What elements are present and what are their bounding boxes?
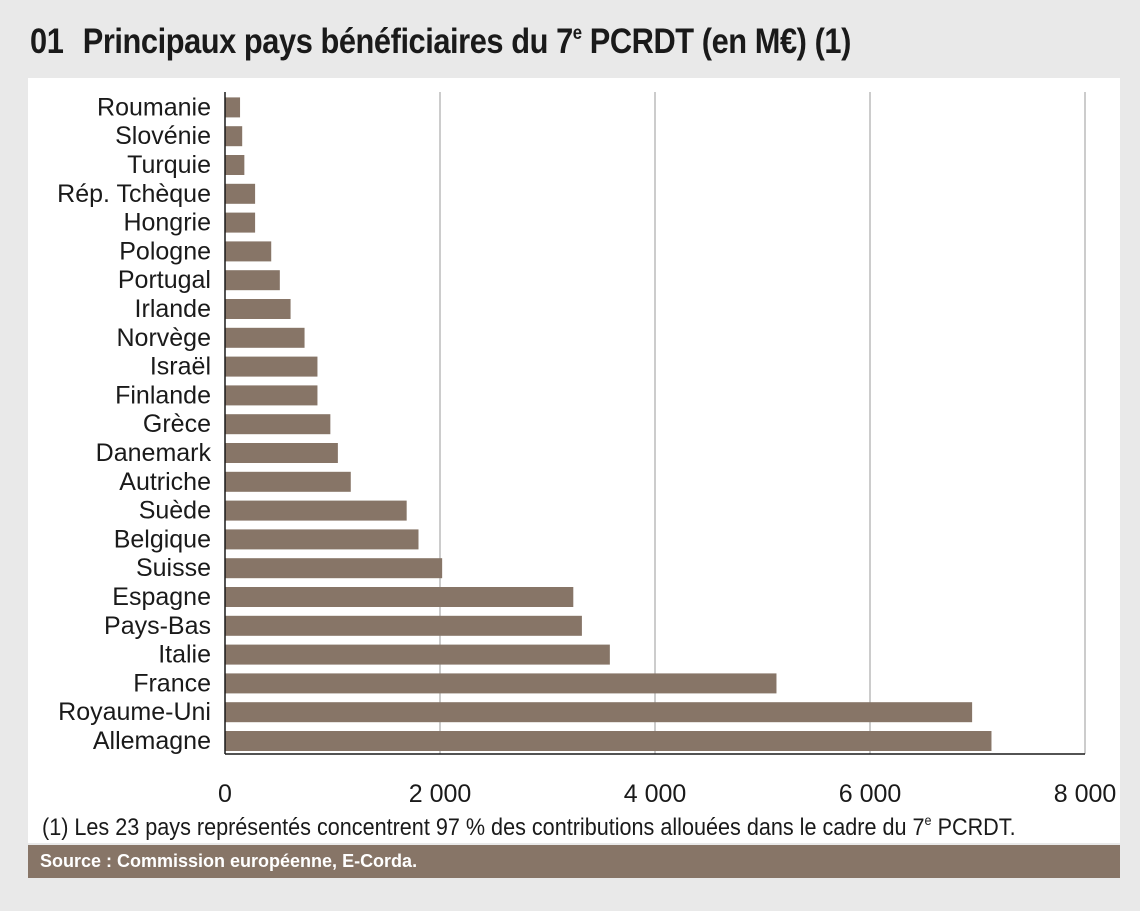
bar bbox=[225, 644, 610, 665]
category-label: Pologne bbox=[119, 237, 211, 265]
bar bbox=[225, 241, 272, 262]
category-label: Italie bbox=[158, 641, 211, 669]
bar bbox=[225, 587, 574, 607]
bar bbox=[225, 731, 992, 751]
bar bbox=[225, 356, 318, 377]
category-label: Hongrie bbox=[123, 209, 211, 237]
category-label: Suisse bbox=[136, 554, 211, 582]
bar bbox=[225, 673, 777, 694]
category-label: Royaume-Uni bbox=[58, 698, 211, 726]
x-tick-label: 4 000 bbox=[624, 780, 687, 808]
bar bbox=[225, 471, 351, 492]
x-tick-label: 0 bbox=[218, 780, 232, 808]
bar bbox=[225, 414, 331, 435]
x-tick-label: 8 000 bbox=[1054, 780, 1117, 808]
category-label: Suède bbox=[139, 497, 211, 525]
category-label: Norvège bbox=[117, 324, 212, 352]
category-label: Belgique bbox=[114, 525, 211, 553]
category-label: Roumanie bbox=[97, 93, 211, 121]
footnote-superscript: e bbox=[924, 812, 932, 828]
chart-title: 01 Principaux pays bénéficiaires du 7e PC… bbox=[30, 22, 851, 62]
category-label: Grèce bbox=[143, 410, 211, 438]
bar bbox=[225, 500, 407, 521]
category-label: Autriche bbox=[119, 468, 211, 496]
category-label: Rép. Tchèque bbox=[57, 180, 211, 208]
title-main: Principaux pays bénéficiaires du 7 bbox=[82, 22, 573, 61]
bar bbox=[225, 155, 245, 175]
category-label: Pays-Bas bbox=[104, 612, 211, 640]
title-end: PCRDT (en M€) (1) bbox=[581, 22, 852, 61]
bar bbox=[225, 529, 419, 550]
category-label: Slovénie bbox=[115, 122, 211, 150]
bar bbox=[225, 97, 241, 118]
footnote-end: PCRDT. bbox=[931, 814, 1016, 841]
category-label: Danemark bbox=[96, 439, 212, 467]
bar bbox=[225, 126, 243, 147]
category-label: Allemagne bbox=[93, 727, 211, 755]
category-label: Turquie bbox=[127, 151, 211, 179]
bar bbox=[225, 183, 256, 204]
category-label: France bbox=[133, 669, 211, 697]
bar bbox=[225, 299, 291, 319]
bar bbox=[225, 212, 256, 233]
footnote: (1) Les 23 pays représentés concentrent … bbox=[42, 812, 1016, 842]
category-label: Portugal bbox=[118, 266, 211, 294]
category-label: Israël bbox=[150, 353, 211, 381]
x-tick-label: 2 000 bbox=[409, 780, 472, 808]
bar bbox=[225, 327, 305, 348]
chart-number: 01 bbox=[30, 22, 64, 61]
bar bbox=[225, 443, 338, 463]
bar bbox=[225, 615, 582, 636]
bar bbox=[225, 558, 443, 579]
category-label: Espagne bbox=[112, 583, 211, 611]
footnote-main: (1) Les 23 pays représentés concentrent … bbox=[42, 814, 925, 841]
chart-panel: Roumanie Slovénie Turquie Rép. Tchèque Hongr… bbox=[28, 78, 1120, 843]
category-label: Irlande bbox=[135, 295, 211, 323]
bar bbox=[225, 385, 318, 406]
bar bbox=[225, 702, 973, 723]
source-bar: Source : Commission européenne, E-Corda. bbox=[28, 845, 1120, 878]
bar bbox=[225, 270, 280, 291]
category-label: Finlande bbox=[115, 381, 211, 409]
x-tick-label: 6 000 bbox=[839, 780, 902, 808]
title-superscript: e bbox=[572, 23, 582, 44]
